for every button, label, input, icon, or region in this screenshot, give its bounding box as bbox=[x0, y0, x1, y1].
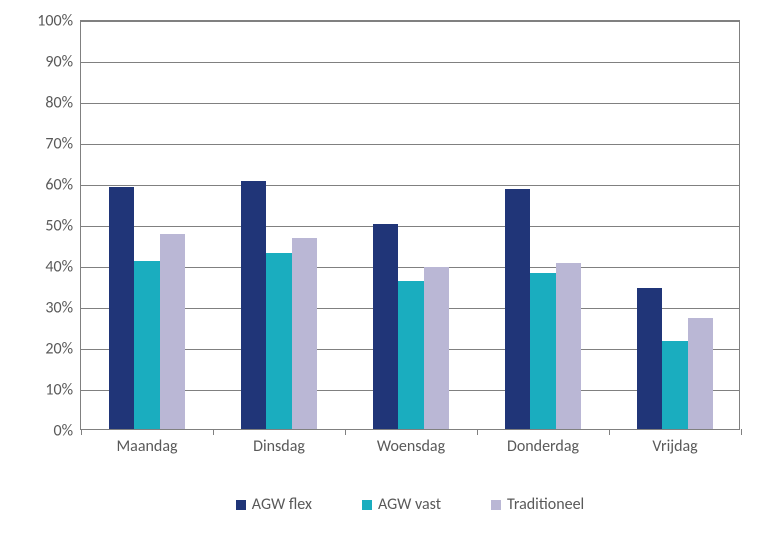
x-tick-label: Vrijdag bbox=[652, 437, 697, 456]
legend-label: AGW flex bbox=[252, 495, 312, 514]
bar bbox=[160, 234, 186, 429]
y-tick-label: 40% bbox=[45, 258, 73, 277]
bar bbox=[505, 189, 531, 429]
x-tick-mark bbox=[81, 429, 82, 435]
y-tick-label: 90% bbox=[45, 53, 73, 72]
gridline bbox=[81, 185, 739, 186]
bar bbox=[556, 263, 582, 429]
legend-label: AGW vast bbox=[378, 495, 441, 514]
x-tick-mark bbox=[213, 429, 214, 435]
y-tick-label: 80% bbox=[45, 94, 73, 113]
bar bbox=[662, 341, 688, 429]
bar bbox=[530, 273, 556, 429]
y-tick-label: 20% bbox=[45, 340, 73, 359]
x-tick-mark bbox=[609, 429, 610, 435]
y-tick-label: 100% bbox=[37, 12, 73, 31]
bar-chart: 0% 10% 20% 30% 40% 50% 60% 70% 80% 90% 100% Maandag… bbox=[0, 0, 772, 542]
bar bbox=[637, 288, 663, 429]
bar bbox=[398, 281, 424, 429]
x-tick-mark bbox=[345, 429, 346, 435]
y-tick-label: 60% bbox=[45, 176, 73, 195]
gridline bbox=[81, 21, 739, 22]
x-tick-label: Maandag bbox=[116, 437, 177, 456]
bar bbox=[134, 261, 160, 429]
bar bbox=[241, 181, 267, 429]
bar bbox=[266, 253, 292, 429]
bar bbox=[688, 318, 714, 429]
x-tick-label: Donderdag bbox=[507, 437, 579, 456]
bar bbox=[109, 187, 135, 429]
legend-swatch bbox=[236, 500, 246, 510]
y-tick-label: 50% bbox=[45, 217, 73, 236]
x-tick-mark bbox=[477, 429, 478, 435]
plot-area: 0%10%20%30%40%50%60%70%80%90%100%Maandag… bbox=[80, 20, 740, 430]
x-tick-label: Dinsdag bbox=[253, 437, 305, 456]
y-tick-label: 10% bbox=[45, 381, 73, 400]
legend-label: Traditioneel bbox=[507, 495, 584, 514]
y-tick-label: 30% bbox=[45, 299, 73, 318]
y-tick-label: 70% bbox=[45, 135, 73, 154]
legend-item: AGW vast bbox=[362, 495, 441, 514]
x-tick-mark bbox=[741, 429, 742, 435]
gridline bbox=[81, 144, 739, 145]
gridline bbox=[81, 103, 739, 104]
bar bbox=[292, 238, 318, 429]
legend-swatch bbox=[362, 500, 372, 510]
bar bbox=[373, 224, 399, 429]
bar bbox=[424, 267, 450, 429]
legend-swatch bbox=[491, 500, 501, 510]
x-tick-label: Woensdag bbox=[377, 437, 445, 456]
legend: AGW flex AGW vast Traditioneel bbox=[80, 495, 740, 514]
legend-item: AGW flex bbox=[236, 495, 312, 514]
gridline bbox=[81, 226, 739, 227]
gridline bbox=[81, 62, 739, 63]
y-tick-label: 0% bbox=[53, 422, 73, 441]
legend-item: Traditioneel bbox=[491, 495, 584, 514]
